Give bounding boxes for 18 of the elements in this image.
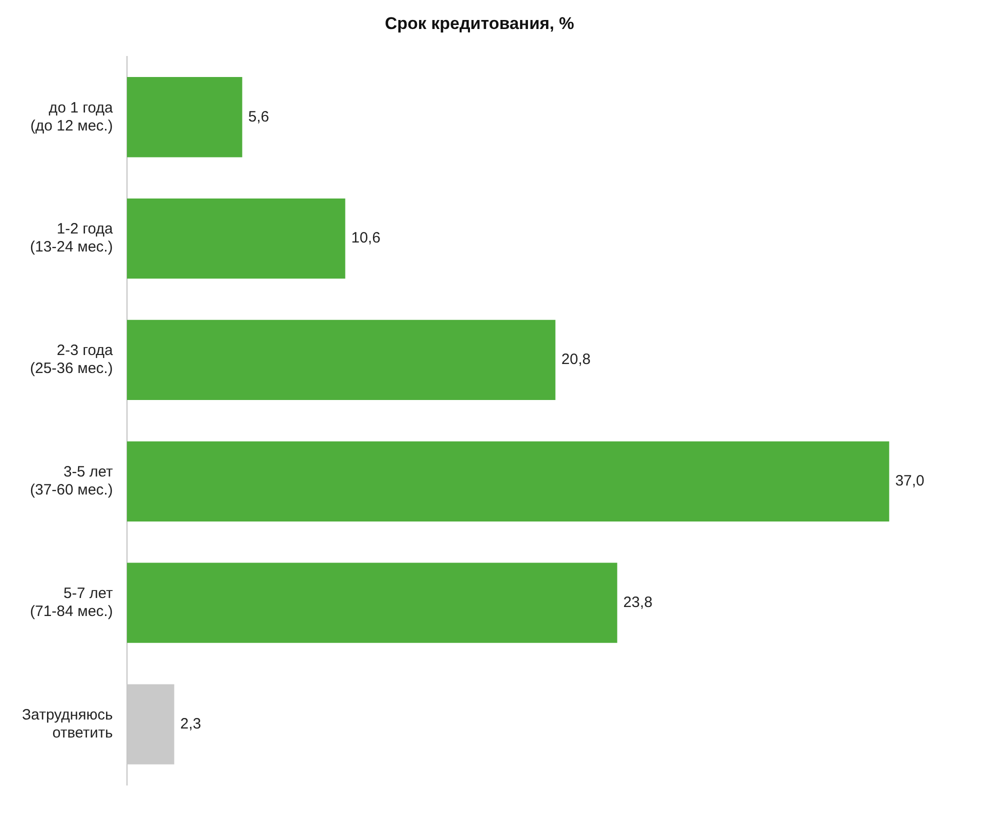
bar: [126, 320, 556, 400]
y-tick-label: 2-3 года (25-36 мес.): [30, 342, 114, 378]
data-label: 2,3: [180, 715, 202, 732]
data-label: 5,6: [248, 108, 270, 126]
bar: [126, 77, 242, 158]
data-label: 37,0: [895, 472, 924, 490]
bar: [126, 562, 618, 643]
bar: [126, 441, 890, 522]
data-label: 20,8: [561, 351, 591, 368]
y-tick-label: 3-5 лет (37-60 мес.): [30, 464, 113, 499]
y-tick-label: Затрудняюсь ответить: [22, 706, 114, 742]
y-tick-label: до 1 года (до 12 мес.): [30, 99, 114, 134]
data-label: 10,6: [351, 230, 380, 247]
y-tick-label: 5-7 лет (71-84 мес.): [30, 584, 113, 620]
y-tick-label: 1-2 года (13-24 мес.): [30, 220, 114, 256]
bar: [126, 198, 346, 279]
data-label: 23,8: [623, 594, 652, 611]
chart-title: Срок кредитования, %: [384, 14, 574, 33]
